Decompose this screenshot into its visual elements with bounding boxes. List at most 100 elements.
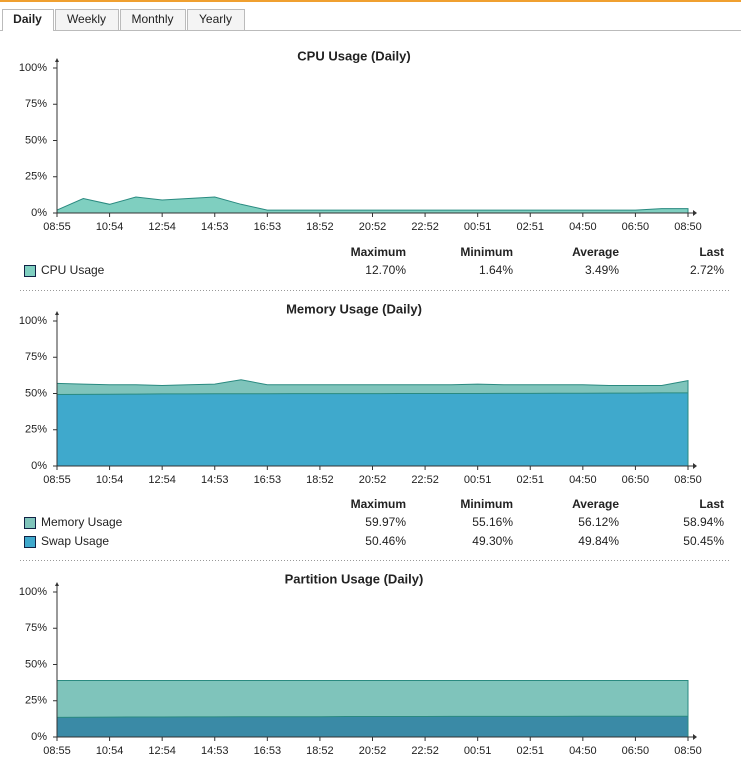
stat-value: 56.12% (578, 515, 619, 529)
tab[interactable] (55, 9, 119, 31)
x-tick-label: 04:50 (569, 221, 597, 233)
chart-title: Partition Usage (Daily) (285, 571, 424, 586)
stat-value: 50.45% (683, 534, 724, 548)
stat-header: Maximum (351, 497, 406, 511)
x-tick-label: 20:52 (359, 745, 387, 757)
stat-header: Average (572, 497, 619, 511)
x-tick-label: 02:51 (516, 221, 544, 233)
y-axis-arrow (55, 311, 59, 315)
y-tick-label: 0% (31, 731, 47, 743)
y-tick-label: 25% (25, 424, 47, 436)
y-tick-label: 100% (19, 315, 47, 327)
x-tick-label: 00:51 (464, 221, 492, 233)
y-tick-label: 25% (25, 171, 47, 183)
x-tick-label: 10:54 (96, 221, 124, 233)
x-tick-label: 22:52 (411, 221, 439, 233)
x-tick-label: 14:53 (201, 745, 229, 757)
stat-value: 2.72% (690, 263, 724, 277)
x-tick-label: 10:54 (96, 745, 124, 757)
y-tick-label: 0% (31, 460, 47, 472)
x-tick-label: 18:52 (306, 474, 334, 486)
legend-swatch (24, 517, 36, 529)
x-tick-label: 08:50 (674, 221, 702, 233)
stat-value: 49.84% (578, 534, 619, 548)
x-tick-label: 14:53 (201, 221, 229, 233)
tab-cover (3, 29, 53, 32)
y-tick-label: 100% (19, 62, 47, 74)
x-tick-label: 22:52 (411, 745, 439, 757)
y-tick-label: 0% (31, 207, 47, 219)
x-tick-label: 18:52 (306, 221, 334, 233)
legend-swatch (24, 536, 36, 548)
area (56, 196, 689, 214)
x-tick-label: 00:51 (464, 745, 492, 757)
stat-value: 50.46% (365, 534, 406, 548)
tab-label[interactable]: Monthly (131, 12, 173, 26)
tab[interactable] (120, 9, 186, 31)
x-tick-label: 02:51 (516, 474, 544, 486)
stat-header: Last (699, 245, 724, 259)
x-tick-label: 22:52 (411, 474, 439, 486)
stat-value: 55.16% (472, 515, 513, 529)
stat-header: Minimum (460, 245, 513, 259)
stat-header: Minimum (460, 497, 513, 511)
y-tick-label: 50% (25, 134, 47, 146)
x-axis-arrow (693, 210, 697, 216)
x-tick-label: 00:51 (464, 474, 492, 486)
x-tick-label: 20:52 (359, 221, 387, 233)
area (56, 392, 689, 467)
stat-value: 1.64% (479, 263, 513, 277)
x-tick-label: 04:50 (569, 745, 597, 757)
x-tick-label: 08:55 (43, 221, 71, 233)
x-tick-label: 06:50 (622, 745, 650, 757)
y-tick-label: 25% (25, 695, 47, 707)
x-tick-label: 06:50 (622, 221, 650, 233)
chart-title: CPU Usage (Daily) (297, 48, 410, 63)
legend-label: Swap Usage (41, 534, 109, 548)
x-tick-label: 14:53 (201, 474, 229, 486)
tab-label[interactable]: Yearly (199, 12, 232, 26)
x-tick-label: 12:54 (148, 221, 176, 233)
legend-swatch (24, 265, 36, 277)
stat-header: Last (699, 497, 724, 511)
stat-value: 3.49% (585, 263, 619, 277)
stat-header: Average (572, 245, 619, 259)
legend-label: Memory Usage (41, 515, 123, 529)
x-tick-label: 12:54 (148, 474, 176, 486)
x-tick-label: 08:50 (674, 474, 702, 486)
area (56, 715, 689, 738)
stat-value: 49.30% (472, 534, 513, 548)
x-tick-label: 16:53 (254, 745, 282, 757)
x-tick-label: 10:54 (96, 474, 124, 486)
y-tick-label: 50% (25, 387, 47, 399)
x-axis-arrow (693, 463, 697, 469)
x-tick-label: 18:52 (306, 745, 334, 757)
x-axis-arrow (693, 734, 697, 740)
y-tick-label: 75% (25, 622, 47, 634)
y-tick-label: 75% (25, 351, 47, 363)
x-tick-label: 20:52 (359, 474, 387, 486)
legend-label: CPU Usage (41, 263, 105, 277)
top-bar (0, 0, 741, 2)
stat-value: 58.94% (683, 515, 724, 529)
x-tick-label: 16:53 (254, 474, 282, 486)
x-tick-label: 02:51 (516, 745, 544, 757)
x-tick-label: 12:54 (148, 745, 176, 757)
y-axis-arrow (55, 582, 59, 586)
stat-value: 59.97% (365, 515, 406, 529)
x-tick-label: 08:50 (674, 745, 702, 757)
x-tick-label: 04:50 (569, 474, 597, 486)
stat-value: 12.70% (365, 263, 406, 277)
x-tick-label: 06:50 (622, 474, 650, 486)
y-tick-label: 75% (25, 98, 47, 110)
y-axis-arrow (55, 58, 59, 62)
x-tick-label: 16:53 (254, 221, 282, 233)
y-tick-label: 100% (19, 586, 47, 598)
x-tick-label: 08:55 (43, 745, 71, 757)
chart-title: Memory Usage (Daily) (286, 301, 422, 316)
tab[interactable] (187, 9, 245, 31)
y-tick-label: 50% (25, 658, 47, 670)
tab-label[interactable]: Weekly (67, 12, 106, 26)
tab-label[interactable]: Daily (13, 12, 42, 26)
